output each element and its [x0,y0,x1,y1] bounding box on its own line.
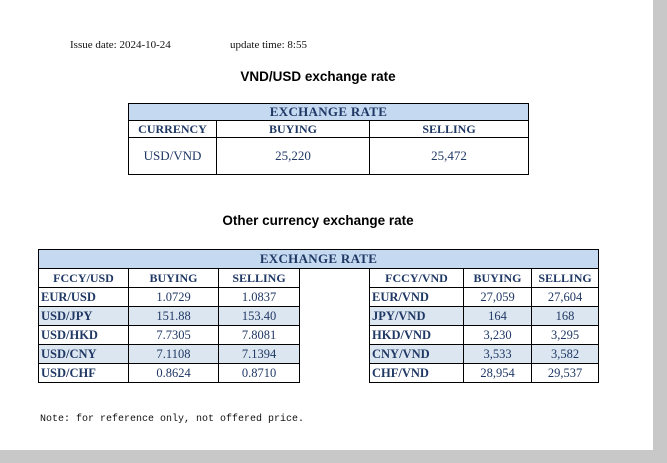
table-caption: EXCHANGE RATE [37,249,600,269]
cell: JPY/VND [369,306,464,326]
spacer [299,268,370,288]
spacer [299,306,370,326]
cell: HKD/VND [369,325,464,345]
header-row: CURRENCY BUYING SELLING [128,120,530,138]
cell: USD/VND [128,137,217,175]
cell: 25,472 [368,137,530,175]
caption-row: EXCHANGE RATE [37,249,600,269]
data-row: USD/CHF 0.8624 0.8710 CHF/VND 28,954 29,537 [38,363,600,383]
column-header: SELLING [368,120,530,138]
data-row: EUR/USD 1.0729 1.0837 EUR/VND 27,059 27,604 [38,287,600,307]
section-title: VND/USD exchange rate [240,69,396,84]
cell: USD/CHF [38,363,129,383]
cell: USD/JPY [38,306,129,326]
cell: 168 [530,306,600,326]
data-row: USD/HKD 7.7305 7.8081 HKD/VND 3,230 3,295 [38,325,600,345]
cell: 28,954 [463,363,532,383]
cell: 7.7305 [128,325,219,345]
cell: 3,295 [530,325,600,345]
cell: 3,230 [463,325,532,345]
spacer [299,287,370,307]
cell: 3,533 [463,344,532,364]
column-header: BUYING [128,268,219,288]
cell: EUR/USD [38,287,129,307]
column-header: SELLING [530,268,600,288]
vnd-usd-table: EXCHANGE RATE CURRENCY BUYING SELLING USD/VN… [127,103,530,175]
cell: 7.8081 [218,325,300,345]
note: Note: for reference only, not offered pr… [40,414,305,425]
cell: CNY/VND [369,344,464,364]
caption-row: EXCHANGE RATE [127,103,530,121]
table-caption: EXCHANGE RATE [127,103,530,121]
cell: 29,537 [530,363,600,383]
cell: 3,582 [530,344,600,364]
column-header: CURRENCY [128,120,217,138]
cell: 0.8710 [218,363,300,383]
cell: 151.88 [128,306,219,326]
spacer [299,344,370,364]
header-row: FCCY/USD BUYING SELLING FCCY/VND BUYING SELLI… [38,268,600,288]
column-header: FCCY/VND [369,268,464,288]
data-row: USD/CNY 7.1108 7.1394 CNY/VND 3,533 3,582 [38,344,600,364]
column-header: BUYING [216,120,370,138]
cell: 164 [463,306,532,326]
spacer [299,363,370,383]
column-header: FCCY/USD [38,268,129,288]
cell: USD/HKD [38,325,129,345]
other-rates-table: EXCHANGE RATE FCCY/USD BUYING SELLING FCCY/V… [37,249,600,383]
cell: 27,059 [463,287,532,307]
cell: 0.8624 [128,363,219,383]
cell: CHF/VND [369,363,464,383]
data-row: USD/JPY 151.88 153.40 JPY/VND 164 168 [38,306,600,326]
cell: 1.0729 [128,287,219,307]
column-header: SELLING [218,268,300,288]
cell: 25,220 [216,137,370,175]
column-header: BUYING [463,268,532,288]
issue-date: Issue date: 2024-10-24 [70,39,171,51]
cell: USD/CNY [38,344,129,364]
data-row: USD/VND 25,220 25,472 [128,137,530,175]
update-time: update time: 8:55 [230,39,307,51]
cell: 7.1394 [218,344,300,364]
section-title: Other currency exchange rate [222,213,414,228]
document: Issue date: 2024-10-24 update time: 8:55… [0,0,653,450]
spacer [299,325,370,345]
cell: 7.1108 [128,344,219,364]
cell: 27,604 [530,287,600,307]
cell: 153.40 [218,306,300,326]
cell: 1.0837 [218,287,300,307]
cell: EUR/VND [369,287,464,307]
